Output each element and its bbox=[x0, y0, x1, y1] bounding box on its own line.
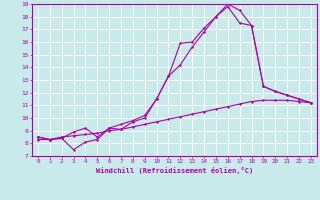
X-axis label: Windchill (Refroidissement éolien,°C): Windchill (Refroidissement éolien,°C) bbox=[96, 167, 253, 174]
